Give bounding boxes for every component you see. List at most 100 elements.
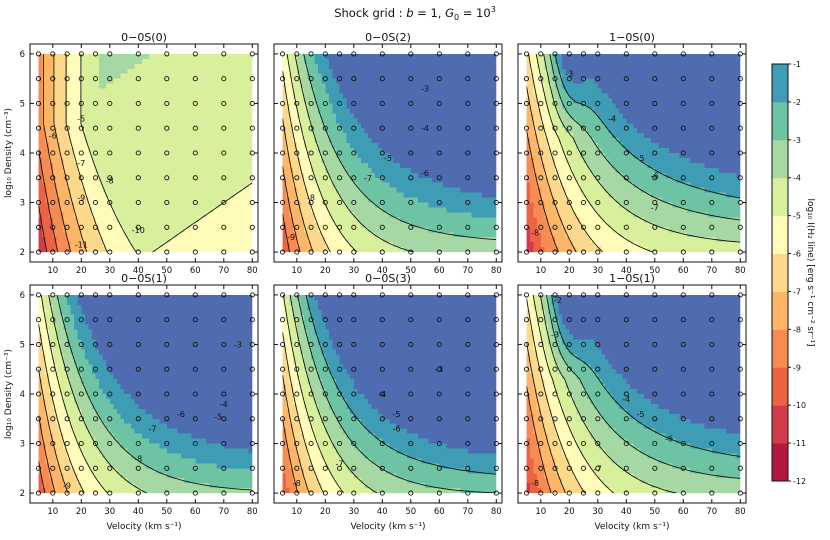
- field-cell: [184, 88, 189, 95]
- field-cell: [407, 88, 412, 95]
- field-cell: [163, 83, 168, 90]
- field-cell: [134, 187, 139, 194]
- field-cell: [410, 93, 415, 100]
- field-cell: [303, 138, 309, 144]
- field-cell: [156, 73, 161, 80]
- grid-point: [135, 175, 141, 181]
- field-cell: [400, 113, 405, 119]
- field-cell: [184, 148, 189, 154]
- field-cell: [471, 68, 476, 75]
- field-cell: [346, 113, 351, 119]
- field-cell: [303, 98, 309, 105]
- field-cell: [407, 58, 412, 65]
- field-cell: [453, 212, 458, 218]
- field-cell: [202, 68, 207, 75]
- field-cell: [428, 207, 433, 214]
- field-cell: [59, 222, 65, 228]
- field-cell: [403, 167, 408, 174]
- field-cell: [56, 182, 61, 189]
- field-cell: [293, 153, 298, 159]
- field-cell: [134, 182, 139, 189]
- field-cell: [286, 128, 291, 134]
- field-cell: [467, 177, 472, 184]
- field-cell: [113, 123, 118, 129]
- field-cell: [300, 237, 305, 243]
- field-cell: [216, 227, 221, 233]
- field-cell: [67, 227, 72, 233]
- field-cell: [213, 138, 218, 144]
- field-cell: [371, 247, 376, 253]
- field-cell: [314, 148, 319, 154]
- field-cell: [102, 118, 107, 124]
- field-cell: [485, 167, 490, 174]
- field-cell: [74, 227, 79, 233]
- field-cell: [159, 78, 164, 85]
- field-cell: [471, 202, 476, 209]
- field-cell: [368, 88, 373, 95]
- field-cell: [435, 207, 440, 214]
- field-cell: [353, 118, 358, 124]
- field-cell: [371, 172, 376, 179]
- field-cell: [63, 197, 68, 204]
- field-cell: [191, 98, 196, 105]
- field-cell: [357, 93, 362, 100]
- field-cell: [188, 68, 193, 75]
- field-cell: [138, 88, 143, 95]
- field-cell: [102, 232, 107, 238]
- field-cell: [156, 133, 161, 139]
- field-cell: [467, 118, 472, 124]
- field-cell: [134, 53, 139, 60]
- grid-point: [64, 51, 70, 57]
- field-cell: [91, 237, 97, 243]
- field-cell: [88, 232, 93, 238]
- field-cell: [328, 88, 334, 95]
- field-cell: [177, 197, 182, 204]
- field-cell: [156, 172, 161, 179]
- field-cell: [120, 222, 125, 228]
- field-cell: [52, 73, 57, 80]
- field-cell: [296, 58, 301, 65]
- field-cell: [234, 192, 239, 199]
- field-cell: [209, 98, 214, 105]
- field-cell: [492, 138, 497, 144]
- field-cell: [453, 93, 458, 100]
- field-cell: [131, 167, 136, 174]
- field-cell: [421, 128, 426, 134]
- field-cell: [286, 237, 291, 243]
- field-cell: [173, 108, 179, 114]
- field-cell: [109, 177, 114, 184]
- contour-label: -8: [307, 194, 315, 203]
- field-cell: [339, 162, 344, 169]
- grid-point: [78, 224, 84, 230]
- field-cell: [425, 227, 430, 233]
- field-cell: [241, 212, 246, 218]
- field-cell: [425, 187, 430, 194]
- field-cell: [357, 58, 362, 65]
- field-cell: [400, 202, 405, 209]
- field-cell: [141, 187, 147, 194]
- contour-label: -10: [132, 226, 145, 235]
- field-cell: [181, 83, 186, 90]
- field-cell: [177, 143, 182, 149]
- field-cell: [159, 98, 164, 105]
- field-cell: [56, 242, 61, 248]
- field-cell: [353, 153, 358, 159]
- field-cell: [293, 138, 298, 144]
- field-cell: [223, 78, 228, 85]
- field-cell: [360, 197, 366, 204]
- field-cell: [293, 172, 298, 179]
- field-cell: [449, 103, 455, 109]
- field-cell: [414, 167, 419, 174]
- field-cell: [70, 192, 75, 199]
- field-cell: [38, 138, 43, 144]
- field-cell: [181, 118, 186, 124]
- field-cell: [314, 88, 319, 95]
- field-cell: [432, 157, 437, 164]
- field-cell: [223, 63, 228, 70]
- field-cell: [489, 222, 494, 228]
- field-cell: [325, 98, 330, 105]
- field-cell: [241, 93, 246, 100]
- field-cell: [417, 202, 423, 209]
- field-cell: [241, 157, 246, 164]
- field-cell: [70, 133, 75, 139]
